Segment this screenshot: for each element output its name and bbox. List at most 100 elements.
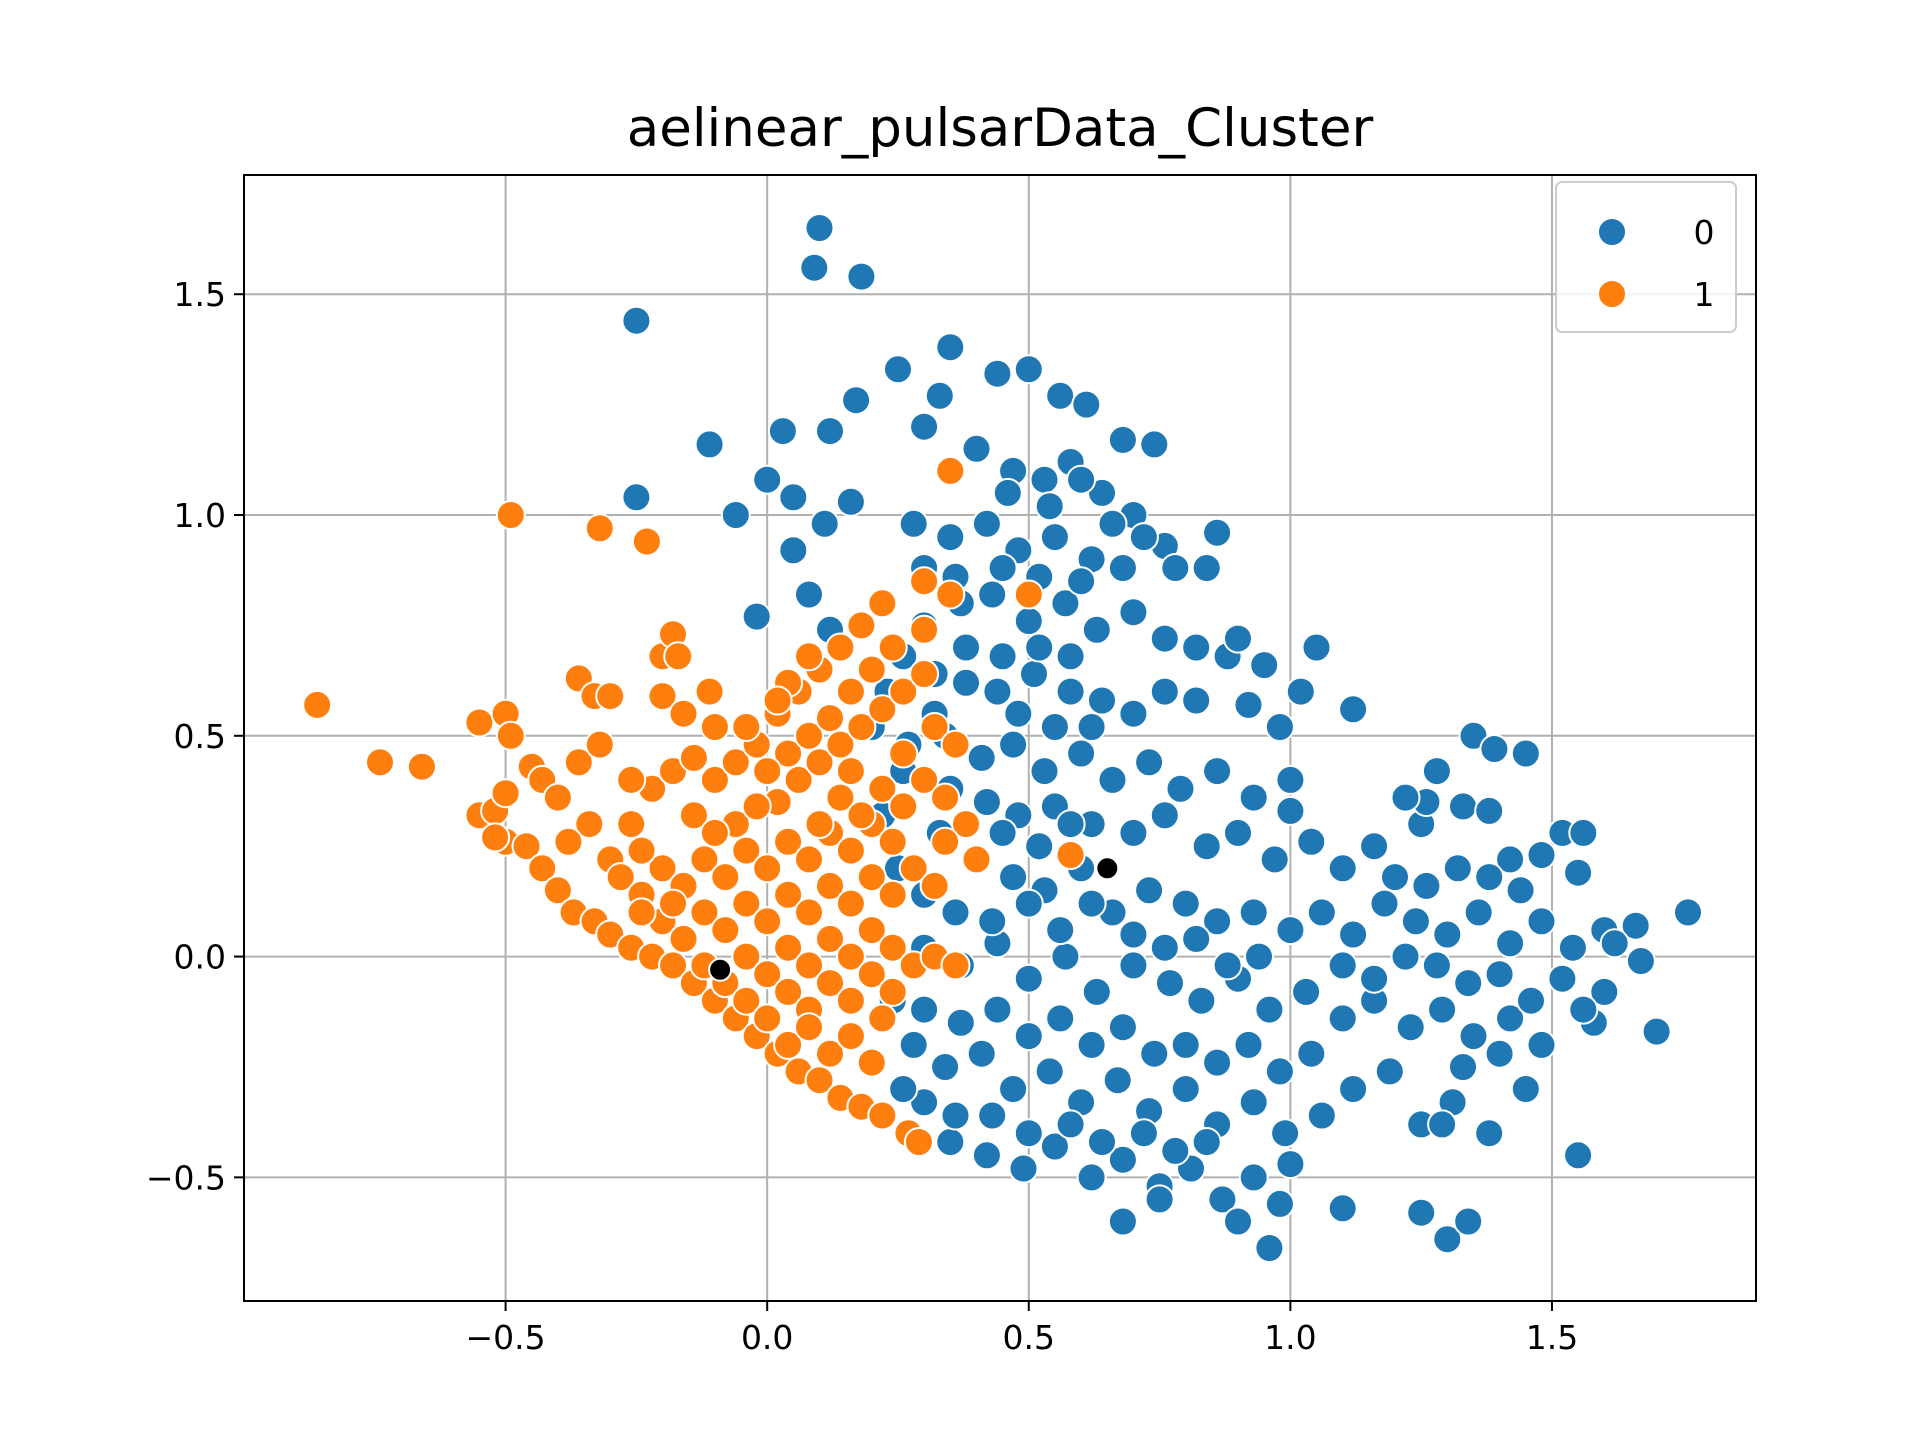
series-0-point [1526, 1029, 1557, 1060]
series-0-point [1013, 888, 1044, 919]
series-0-point [1107, 1012, 1138, 1043]
series-0-point [1045, 1003, 1076, 1034]
series-0-point [1191, 553, 1222, 583]
series-1-point [951, 809, 981, 840]
series-1-point [631, 526, 662, 557]
series-0-point [935, 522, 966, 553]
legend-marker-1 [1597, 279, 1627, 309]
series-0-point [1128, 1118, 1159, 1149]
series-0-point [1097, 508, 1128, 539]
series-0-point [1238, 1162, 1269, 1193]
series-0-point [945, 1007, 976, 1038]
series-1-point [940, 950, 971, 981]
series-0-point [1495, 844, 1526, 875]
series-1-point [752, 1003, 783, 1034]
series-1-point [888, 738, 919, 769]
series-0-point [1495, 1003, 1526, 1034]
series-0-point [935, 332, 966, 363]
series-1-point [867, 588, 898, 619]
series-0-point [1380, 862, 1410, 893]
series-1-point [699, 712, 730, 742]
series-1-point [731, 835, 762, 866]
series-0-point [1013, 354, 1044, 385]
series-1-point [919, 712, 950, 742]
series-0-point [971, 787, 1002, 817]
series-0-point [1144, 1184, 1175, 1215]
series-1-point [815, 703, 845, 734]
series-0-point [987, 817, 1018, 848]
y-tick-label: 0.0 [174, 938, 226, 977]
series-0-point [883, 354, 913, 385]
series-0-point [1207, 1184, 1238, 1215]
series-1-point [731, 985, 762, 1016]
series-0-point [1024, 831, 1055, 862]
series-0-point [1118, 950, 1149, 981]
series-0-point [1599, 928, 1630, 959]
series-1-point [689, 897, 720, 928]
series-1-point [773, 826, 804, 857]
series-0-point [1134, 875, 1165, 906]
series-0-point [794, 579, 824, 610]
series-0-point [1589, 976, 1620, 1007]
series-0-point [1045, 915, 1076, 946]
series-1-point [773, 932, 804, 963]
series-0-point [1118, 698, 1149, 729]
series-0-point [1118, 919, 1149, 950]
series-0-point [752, 464, 783, 495]
series-1-point [804, 809, 835, 840]
series-0-point [1306, 1100, 1337, 1131]
series-0-point [1076, 712, 1107, 742]
series-1-point [846, 610, 877, 641]
series-1-point [961, 844, 992, 875]
series-1-point [835, 835, 866, 866]
series-0-point [1296, 826, 1327, 857]
series-0-point [1411, 870, 1442, 901]
series-0-point [1557, 932, 1588, 963]
series-1-points [302, 455, 1086, 1157]
series-0-point [1081, 614, 1112, 645]
series-0-point [1191, 831, 1222, 862]
series-0-point [1076, 1029, 1107, 1060]
series-0-point [1249, 650, 1280, 681]
series-1-point [668, 698, 699, 729]
centroid-point [1095, 856, 1120, 881]
centroid-point [708, 957, 733, 982]
series-1-point [794, 950, 824, 981]
series-0-point [1034, 1056, 1065, 1087]
series-0-point [1238, 1087, 1269, 1118]
series-1-point [480, 822, 511, 853]
series-0-point [1338, 694, 1369, 725]
series-0-point [1066, 738, 1097, 769]
series-0-point [1019, 659, 1049, 689]
series-0-point [1102, 1065, 1133, 1096]
series-0-point [1097, 764, 1128, 795]
series-0-point [1563, 1140, 1594, 1171]
series-0-point [1034, 491, 1065, 522]
series-0-point [977, 1100, 1008, 1131]
series-1-point [605, 862, 636, 893]
series-1-point [909, 566, 940, 597]
series-1-point [731, 712, 762, 742]
series-0-point [1118, 817, 1149, 848]
series-0-point [1149, 676, 1180, 707]
series-1-point [495, 720, 526, 751]
series-1-point [663, 641, 694, 672]
series-0-point [1359, 831, 1390, 862]
series-1-point [647, 681, 678, 712]
legend-label-0: 0 [1694, 213, 1715, 252]
series-1-point [658, 888, 688, 919]
series-1-point [835, 888, 866, 919]
series-0-point [1264, 712, 1295, 742]
series-0-point [1259, 844, 1290, 875]
series-0-point [1223, 817, 1253, 848]
series-0-point [1013, 606, 1044, 636]
series-1-point [794, 1012, 824, 1043]
series-1-point [689, 844, 720, 875]
series-0-point [1191, 1127, 1222, 1157]
series-0-point [1160, 1135, 1191, 1166]
series-0-point [1275, 915, 1306, 946]
series-1-point [464, 707, 495, 738]
series-1-point [898, 853, 929, 884]
series-0-point [992, 477, 1023, 508]
series-0-point [1170, 1074, 1201, 1104]
